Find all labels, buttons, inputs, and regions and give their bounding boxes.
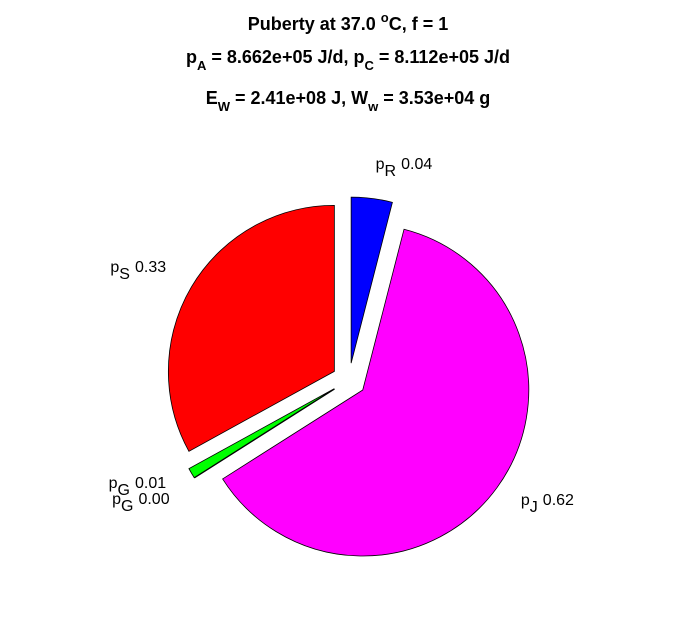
slice-label: pJ 0.62: [521, 492, 574, 516]
title-subscript: w: [367, 99, 379, 114]
slice-label-subscript: J: [530, 499, 538, 516]
title-subscript: C: [364, 58, 374, 73]
slice-label-subscript: S: [119, 266, 130, 283]
title-text: = 8.662e+05 J/d, p: [206, 47, 364, 67]
slice-value-label: 0.62: [543, 492, 574, 509]
slice-label-symbol: p: [109, 475, 118, 492]
pie-slice: [194, 388, 335, 479]
title-text: = 2.41e+08 J, W: [230, 88, 368, 108]
title-text: p: [186, 47, 197, 67]
title-subscript: A: [197, 58, 207, 73]
slice-label: pS 0.33: [110, 259, 166, 283]
pie-slice: [188, 388, 335, 479]
slice-label-subscript: G: [118, 482, 130, 499]
pie-slice: [350, 196, 393, 364]
slice-label-subscript: G: [121, 498, 133, 515]
pie-slice: [222, 228, 530, 557]
slice-value-label: 0.00: [138, 491, 169, 508]
slice-value-label: 0.33: [135, 259, 166, 276]
slice-label-subscript: R: [385, 163, 397, 180]
title-subscript: W: [218, 99, 231, 114]
chart-title-line: Puberty at 37.0 oC, f = 1: [248, 10, 449, 34]
slice-value-label: 0.04: [401, 156, 432, 173]
slice-label-symbol: p: [112, 491, 121, 508]
title-superscript: o: [381, 10, 389, 25]
title-text: = 3.53e+04 g: [378, 88, 490, 108]
chart-title-line: EW = 2.41e+08 J, Ww = 3.53e+04 g: [206, 88, 491, 114]
slice-value-label: 0.01: [135, 475, 166, 492]
pie-slice: [167, 204, 335, 452]
title-text: C, f = 1: [389, 14, 449, 34]
chart-title-line: pA = 8.662e+05 J/d, pC = 8.112e+05 J/d: [186, 47, 510, 73]
slice-label-symbol: p: [376, 156, 385, 173]
slice-label: pG 0.00: [112, 491, 170, 515]
slice-label-symbol: p: [110, 259, 119, 276]
slice-label: pR 0.04: [376, 156, 433, 180]
slice-label-symbol: p: [521, 492, 530, 509]
title-text: Puberty at 37.0: [248, 14, 381, 34]
title-text: E: [206, 88, 218, 108]
slice-label: pG 0.01: [109, 475, 167, 499]
title-text: = 8.112e+05 J/d: [374, 47, 510, 67]
